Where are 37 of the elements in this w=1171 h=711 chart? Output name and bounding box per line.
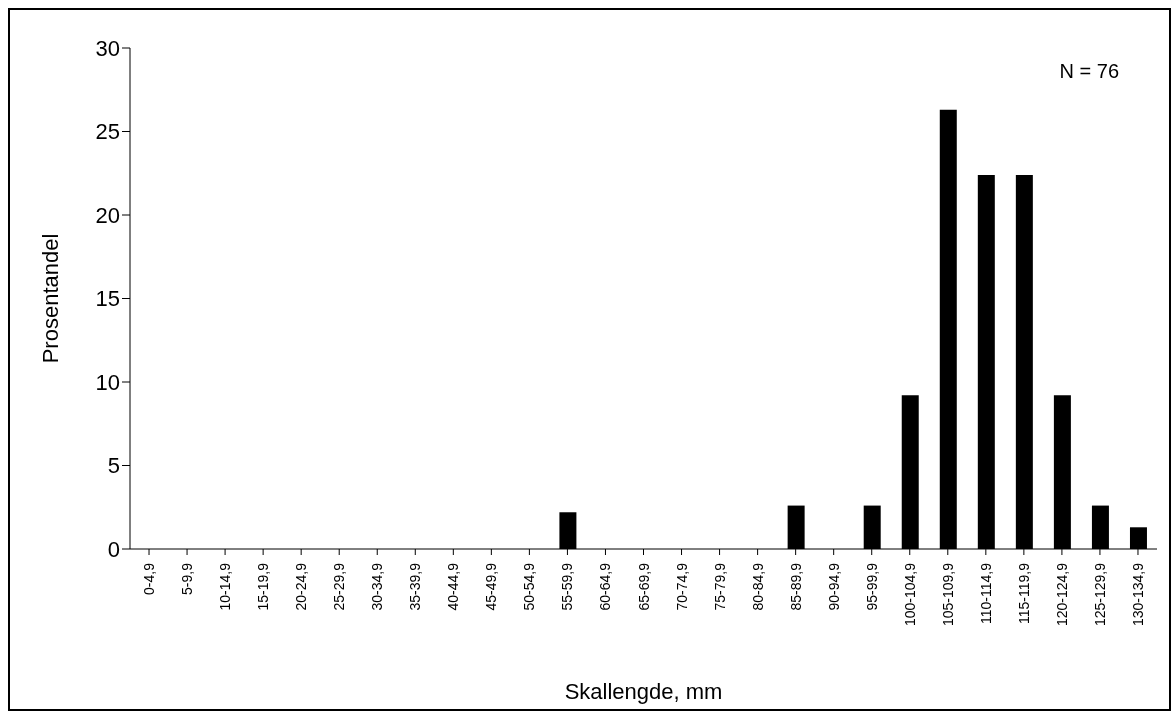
y-tick-label: 25 xyxy=(95,119,120,145)
x-tick-label: 85-89,9 xyxy=(787,562,804,611)
y-axis-title: Prosentandel xyxy=(37,233,63,364)
x-tick-label: 50-54,9 xyxy=(521,562,538,611)
x-tick-label: 25-29,9 xyxy=(331,562,348,611)
x-tick-label: 15-19,9 xyxy=(255,562,272,611)
y-tick-label: 30 xyxy=(95,35,120,61)
x-tick-label: 75-79,9 xyxy=(711,562,728,611)
x-tick-label: 105-109,9 xyxy=(939,562,956,627)
y-tick-label: 20 xyxy=(95,202,120,228)
x-tick-label: 115-119,9 xyxy=(1015,562,1032,624)
annotation: N = 76 xyxy=(1059,60,1119,83)
x-axis-title: Skallengde, mm xyxy=(564,679,723,704)
x-tick-label: 120-124,9 xyxy=(1053,562,1070,627)
x-tick-label: 95-99,9 xyxy=(863,562,880,611)
x-tick-label: 45-49,9 xyxy=(483,562,500,611)
y-tick-label: 15 xyxy=(95,286,120,312)
x-tick-label: 100-104,9 xyxy=(901,562,918,627)
x-tick-label: 30-34,9 xyxy=(369,562,386,611)
x-tick-label: 130-134,9 xyxy=(1129,562,1146,627)
y-tick-label: 0 xyxy=(107,536,120,562)
x-tick-label: 35-39,9 xyxy=(407,562,424,611)
x-tick-label: 5-9,9 xyxy=(179,562,196,595)
x-tick-label: 40-44,9 xyxy=(445,562,462,611)
x-tick-label: 20-24,9 xyxy=(293,562,310,611)
x-tick-label: 125-129,9 xyxy=(1091,562,1108,627)
x-tick-label: 55-59,9 xyxy=(559,562,576,611)
x-tick-label: 10-14,9 xyxy=(217,562,234,611)
x-tick-label: 110-114,9 xyxy=(977,562,994,624)
y-tick-label: 10 xyxy=(95,369,120,395)
x-tick-label: 65-69,9 xyxy=(635,562,652,611)
x-tick-label: 80-84,9 xyxy=(749,562,766,611)
x-tick-label: 70-74,9 xyxy=(673,562,690,611)
x-tick-label: 0-4,9 xyxy=(141,562,158,595)
x-tick-label: 90-94,9 xyxy=(825,562,842,611)
y-tick-label: 5 xyxy=(107,453,120,479)
x-tick-label: 60-64,9 xyxy=(597,562,614,611)
